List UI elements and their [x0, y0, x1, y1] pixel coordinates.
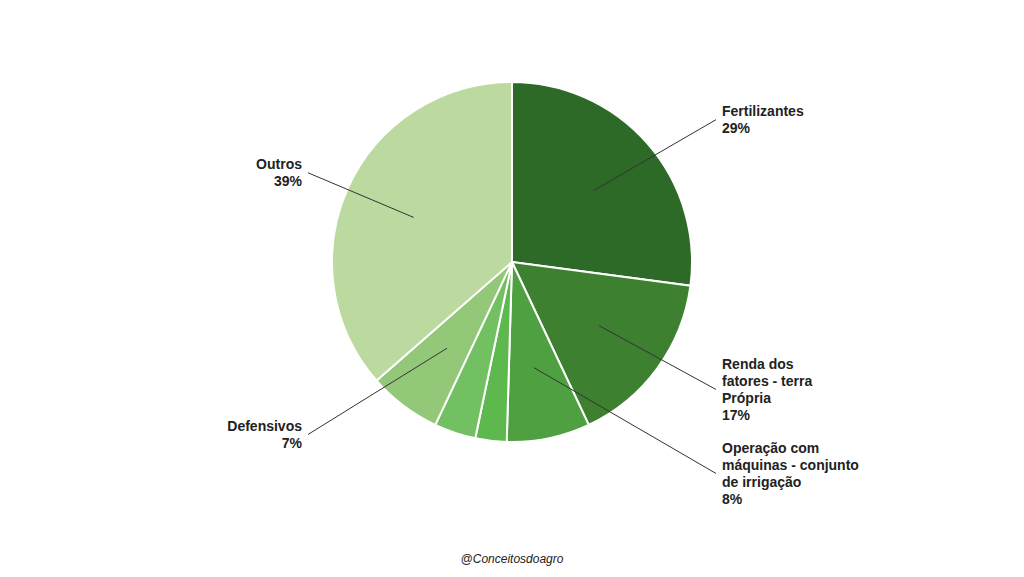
pie-group: Fertilizantes29% Renda dosfatores - terra… — [227, 82, 859, 507]
leader-lines — [308, 120, 716, 474]
slice-label-line: Fertilizantes — [722, 103, 804, 119]
pie-slice — [507, 262, 589, 442]
slice-label-line: 7% — [282, 435, 303, 451]
slice-labels: Fertilizantes29% Renda dosfatores - terra… — [227, 103, 859, 507]
leader-line — [593, 120, 716, 191]
slice-label-line: Operação com — [722, 440, 819, 456]
annotation: @Conceitosdoagro — [461, 552, 564, 566]
leader-line — [308, 348, 447, 434]
slice-label: Renda dosfatores - terraPrópria17% — [722, 356, 812, 423]
pie-slice — [332, 82, 512, 381]
pie-slice — [512, 82, 692, 286]
slice-label-line: Renda dos — [722, 356, 794, 372]
slice-label: Outros39% — [256, 156, 302, 189]
chart-svg: Fertilizantes29% Renda dosfatores - terra… — [0, 0, 1024, 577]
slice-label-line: de irrigação — [722, 474, 801, 490]
slice-label: Fertilizantes29% — [722, 103, 804, 136]
slice-label-line: fatores - terra — [722, 373, 812, 389]
slice-label-line: 39% — [274, 173, 303, 189]
slice-label-line: Defensivos — [227, 418, 302, 434]
slice-label-line: 17% — [722, 407, 751, 423]
slice-label-line: Outros — [256, 156, 302, 172]
slice-label-line: máquinas - conjunto — [722, 457, 859, 473]
chart-container: Fertilizantes29% Renda dosfatores - terra… — [0, 0, 1024, 577]
slice-label: Operação commáquinas - conjuntode irriga… — [722, 440, 859, 507]
slice-label-line: 29% — [722, 120, 751, 136]
slice-label-line: Própria — [722, 390, 771, 406]
slices — [332, 82, 692, 442]
slice-label-line: 8% — [722, 491, 743, 507]
slice-label: Defensivos7% — [227, 418, 302, 451]
leader-line — [534, 368, 716, 474]
leader-line — [599, 326, 716, 390]
leader-line — [308, 173, 414, 218]
